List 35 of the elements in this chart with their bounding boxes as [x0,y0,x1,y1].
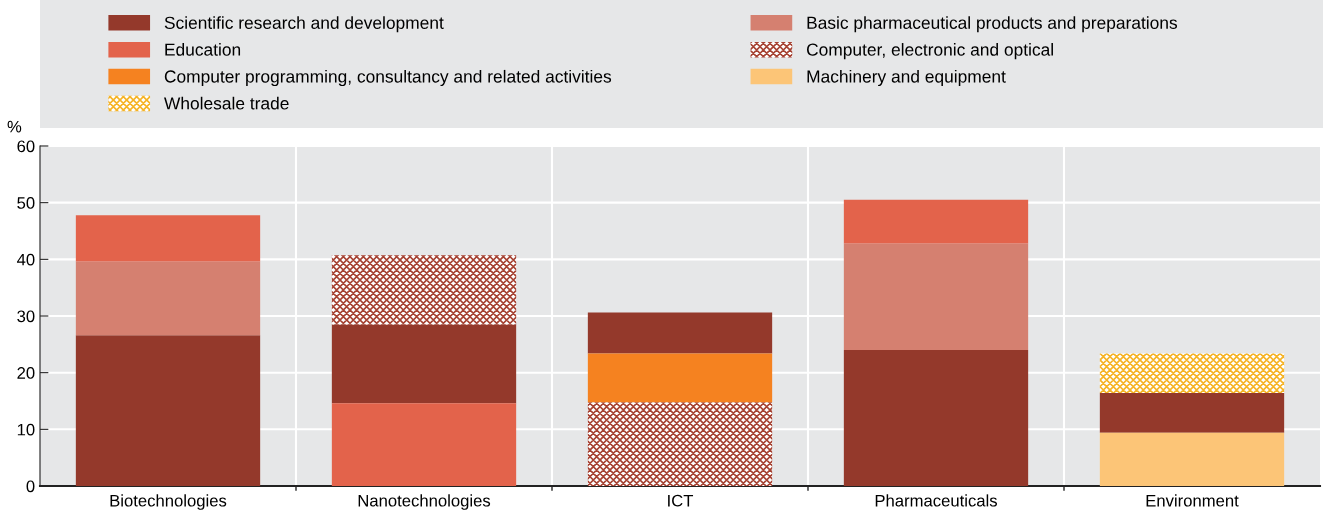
y-tick-label: 60 [17,140,35,153]
bar [331,324,517,404]
x-tick-label: Biotechnologies [110,494,227,510]
legend-label: Machinery and equipment [807,69,1006,87]
legend-label: Basic pharmaceutical products and preparations [807,16,1178,33]
x-tick-label: Environment [1146,494,1239,507]
x-tick-label: Pharmaceuticals [875,494,997,507]
bar [1099,353,1285,394]
x-tick-label: ICT [668,494,694,507]
bar [75,261,261,336]
bar [843,350,1029,486]
y-tick-label: 0 [26,480,35,493]
bar [331,403,517,486]
bar [331,255,517,325]
bar [1099,393,1285,433]
y-tick-label: 40 [16,253,35,266]
bar [75,335,261,486]
y-tick-label: 50 [17,197,35,209]
legend-label: Scientific research and development [164,16,444,33]
legend-label: Computer programming, consultancy and related activities [164,69,612,87]
legend-label: Wholesale trade [164,96,289,110]
y-axis-title: % [7,120,22,133]
legend-label: Education [165,43,241,56]
legend-label: Computer, electronic and optical [806,43,1053,60]
bar [587,402,773,486]
bar [587,353,773,403]
y-tick-label: 30 [17,310,35,323]
bar [843,199,1029,244]
bar [587,312,773,354]
y-tick-label: 20 [17,367,35,379]
x-tick-label: Nanotechnologies [358,494,491,510]
y-tick-label: 10 [17,423,35,436]
bar [1099,432,1285,486]
bar [75,215,261,262]
bar [843,243,1029,350]
